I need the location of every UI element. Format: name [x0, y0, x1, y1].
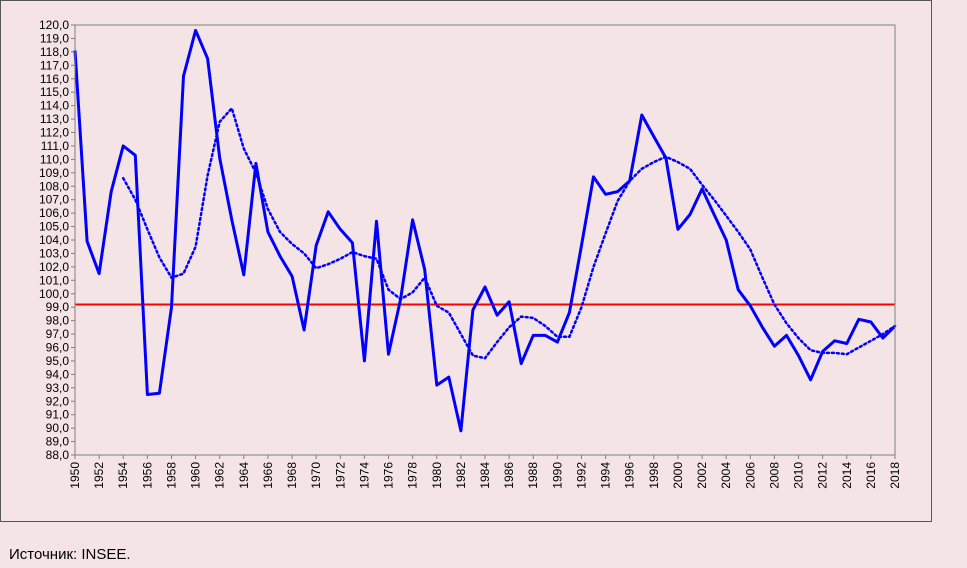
- x-tick-label: 2016: [864, 462, 878, 489]
- line-chart: 88,089,090,091,092,093,094,095,096,097,0…: [39, 18, 902, 489]
- y-tick-label: 90,0: [46, 421, 70, 435]
- y-tick-label: 106,0: [39, 206, 69, 220]
- x-tick-label: 2000: [671, 462, 685, 489]
- y-tick-label: 98,0: [46, 314, 70, 328]
- x-tick-label: 2012: [816, 462, 830, 489]
- y-tick-label: 96,0: [46, 341, 70, 355]
- x-tick-label: 2008: [767, 462, 781, 489]
- y-tick-label: 100,0: [39, 287, 69, 301]
- y-tick-label: 103,0: [39, 246, 69, 260]
- y-tick-label: 99,0: [46, 300, 70, 314]
- y-tick-label: 108,0: [39, 179, 69, 193]
- x-tick-label: 1974: [357, 462, 371, 489]
- x-tick-label: 1984: [478, 462, 492, 489]
- x-tick-label: 1994: [599, 462, 613, 489]
- y-tick-label: 110,0: [40, 152, 69, 166]
- y-tick-label: 112,0: [40, 126, 69, 140]
- y-tick-label: 117,0: [40, 58, 69, 72]
- y-tick-label: 120,0: [39, 18, 69, 32]
- x-tick-label: 1988: [526, 462, 540, 489]
- x-tick-label: 1972: [333, 462, 347, 489]
- y-tick-label: 119,0: [40, 31, 69, 45]
- x-tick-label: 2014: [840, 462, 854, 489]
- y-tick-label: 109,0: [39, 166, 69, 180]
- x-tick-label: 1954: [116, 462, 130, 489]
- x-tick-label: 2002: [695, 462, 709, 489]
- x-tick-label: 1962: [213, 462, 227, 489]
- x-tick-label: 1968: [285, 462, 299, 489]
- x-tick-label: 1996: [623, 462, 637, 489]
- y-axis-ticks: 88,089,090,091,092,093,094,095,096,097,0…: [39, 18, 75, 462]
- x-tick-label: 1970: [309, 462, 323, 489]
- plot-area: [74, 24, 896, 456]
- y-tick-label: 97,0: [46, 327, 70, 341]
- y-tick-label: 111,0: [41, 139, 70, 153]
- x-tick-label: 1992: [574, 462, 588, 489]
- x-tick-label: 1952: [92, 462, 106, 489]
- y-tick-label: 104,0: [39, 233, 69, 247]
- y-tick-label: 114,0: [40, 99, 69, 113]
- x-tick-label: 2006: [743, 462, 757, 489]
- x-tick-label: 2018: [888, 462, 902, 489]
- x-tick-label: 1950: [68, 462, 82, 489]
- x-tick-label: 1964: [237, 462, 251, 489]
- x-tick-label: 1998: [647, 462, 661, 489]
- y-tick-label: 89,0: [46, 435, 70, 449]
- y-tick-label: 118,0: [40, 45, 69, 59]
- x-tick-label: 1980: [430, 462, 444, 489]
- y-tick-label: 94,0: [46, 367, 70, 381]
- x-tick-label: 1956: [140, 462, 154, 489]
- x-tick-label: 1966: [261, 462, 275, 489]
- x-tick-label: 1960: [189, 462, 203, 489]
- x-tick-label: 1976: [382, 462, 396, 489]
- y-tick-label: 92,0: [46, 394, 70, 408]
- y-tick-label: 116,0: [40, 72, 69, 86]
- x-axis-ticks: 1950 1952 1954 1956 1958 1960 1962 1964 1966 1968…: [68, 455, 902, 489]
- y-tick-label: 102,0: [39, 260, 69, 274]
- series-line-dotted: [121, 105, 897, 360]
- x-tick-label: 1978: [406, 462, 420, 489]
- y-tick-label: 107,0: [39, 193, 69, 207]
- y-tick-label: 93,0: [46, 381, 70, 395]
- x-tick-label: 1990: [550, 462, 564, 489]
- y-tick-label: 88,0: [46, 448, 70, 462]
- x-tick-label: 1986: [502, 462, 516, 489]
- series-line-solid: [73, 28, 897, 433]
- chart-frame: 88,0 89,0 90,0 91,0 92,0 93,0 94,0 95,0 96,0 97,0…: [0, 0, 932, 522]
- source-note: Источник: INSEE.: [9, 546, 131, 563]
- x-tick-label: 1958: [164, 462, 178, 489]
- x-tick-label: 1982: [454, 462, 468, 489]
- y-tick-label: 91,0: [46, 408, 70, 422]
- y-tick-label: 105,0: [39, 220, 69, 234]
- y-tick-label: 115,0: [40, 85, 69, 99]
- x-tick-label: 2010: [792, 462, 806, 489]
- x-tick-label: 2004: [719, 462, 733, 489]
- y-tick-label: 95,0: [46, 354, 70, 368]
- y-tick-label: 101,0: [39, 273, 69, 287]
- y-tick-label: 113,0: [40, 112, 69, 126]
